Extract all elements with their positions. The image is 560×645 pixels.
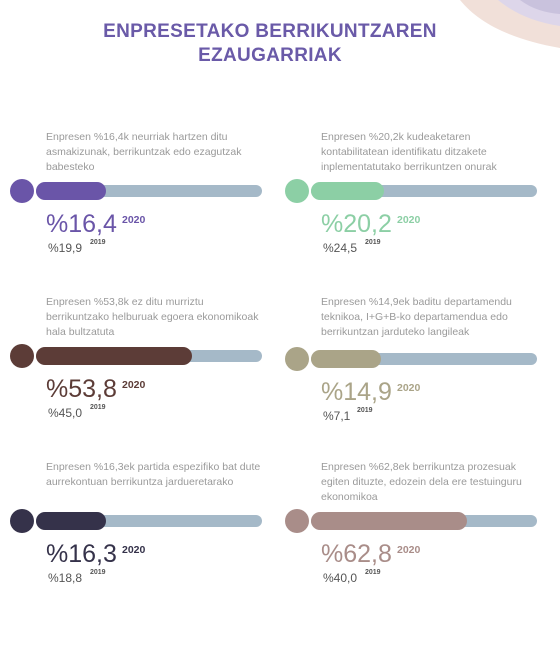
stat-description: Enpresen %16,3ek partida espezifiko bat … <box>46 461 261 488</box>
stat-description: Enpresen %14,9ek baditu departamendu tek… <box>321 296 512 338</box>
stat-description: Enpresen %20,2k kudeaketaren kontabilita… <box>321 131 497 173</box>
stat-value-2020: %14,9 <box>321 378 392 406</box>
stat-year-2019: 2019 <box>90 569 106 576</box>
stat-panel: Enpresen %20,2k kudeaketaren kontabilita… <box>285 130 540 315</box>
stat-description: Enpresen %53,8k ez ditu murriztu berriku… <box>46 296 259 338</box>
stat-panel: Enpresen %14,9ek baditu departamendu tek… <box>285 295 540 480</box>
stat-year-2020: 2020 <box>122 544 146 556</box>
stat-dot <box>10 179 34 203</box>
page-title-line-1: ENPRESETAKO BERRIKUNTZAREN <box>103 21 437 42</box>
stat-value-2019: %19,9 <box>48 241 83 255</box>
stat-dot <box>285 509 309 533</box>
corner-decoration <box>460 0 560 48</box>
stat-value-2019: %24,5 <box>323 241 358 255</box>
stat-panel: Enpresen %62,8ek berrikuntza prozesuak e… <box>285 460 540 645</box>
stat-year-2020: 2020 <box>122 214 146 226</box>
stat-dot <box>285 347 309 371</box>
stat-description: Enpresen %62,8ek berrikuntza prozesuak e… <box>321 461 522 503</box>
stat-dot <box>285 179 309 203</box>
stat-year-2020: 2020 <box>397 214 421 226</box>
stat-panel: Enpresen %53,8k ez ditu murriztu berriku… <box>10 295 265 480</box>
stat-dot <box>10 509 34 533</box>
stat-year-2020: 2020 <box>397 544 421 556</box>
stat-bar-fill <box>36 512 106 530</box>
stat-bar-fill <box>311 350 381 368</box>
page-title-line-2: EZAUGARRIAK <box>198 45 342 66</box>
stat-panel: Enpresen %16,4k neurriak hartzen ditu as… <box>10 130 265 315</box>
stat-year-2020: 2020 <box>122 379 146 391</box>
stat-value-2019: %40,0 <box>323 571 358 585</box>
stat-value-2019: %7,1 <box>323 409 351 423</box>
stat-year-2019: 2019 <box>357 407 373 414</box>
stat-bar-fill <box>36 347 192 365</box>
stat-value-2020: %16,4 <box>46 210 117 238</box>
stat-year-2019: 2019 <box>365 569 381 576</box>
stat-value-2020: %20,2 <box>321 210 392 238</box>
stat-year-2019: 2019 <box>90 239 106 246</box>
stat-value-2020: %62,8 <box>321 540 392 568</box>
stat-bar-fill <box>311 182 385 200</box>
stat-value-2019: %18,8 <box>48 571 83 585</box>
stat-value-2020: %53,8 <box>46 375 117 403</box>
stat-value-2019: %45,0 <box>48 406 83 420</box>
stat-value-2020: %16,3 <box>46 540 117 568</box>
stat-description: Enpresen %16,4k neurriak hartzen ditu as… <box>46 131 242 173</box>
stat-bar-fill <box>311 512 467 530</box>
stat-year-2020: 2020 <box>397 382 421 394</box>
stat-year-2019: 2019 <box>90 404 106 411</box>
stat-dot <box>10 344 34 368</box>
stat-bar-fill <box>36 182 106 200</box>
stat-year-2019: 2019 <box>365 239 381 246</box>
stat-panel: Enpresen %16,3ek partida espezifiko bat … <box>10 460 265 645</box>
